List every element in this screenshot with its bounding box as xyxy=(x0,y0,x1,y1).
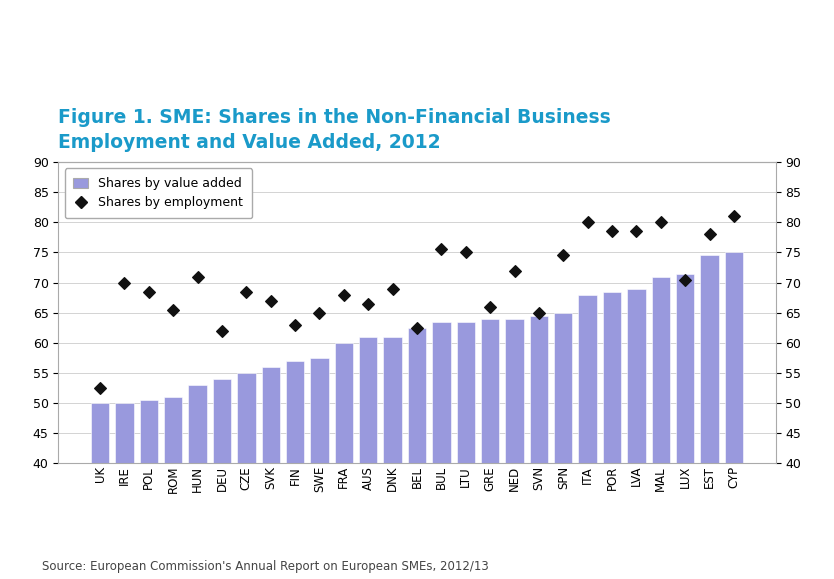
Bar xyxy=(140,400,158,463)
Bar xyxy=(213,379,231,463)
Point xyxy=(264,296,278,305)
Point xyxy=(362,299,375,308)
Point xyxy=(678,275,691,284)
Point xyxy=(239,287,253,296)
Point xyxy=(605,227,619,236)
Point xyxy=(313,308,326,317)
Point xyxy=(410,323,424,332)
Point xyxy=(93,383,107,393)
Point xyxy=(143,287,156,296)
Point xyxy=(289,320,302,329)
Bar xyxy=(237,373,255,463)
Point xyxy=(654,218,667,227)
Bar xyxy=(359,337,378,463)
Bar xyxy=(554,313,572,463)
Point xyxy=(484,302,497,312)
Bar xyxy=(408,328,426,463)
Point xyxy=(703,230,716,239)
Bar xyxy=(481,318,500,463)
Text: Figure 1. SME: Shares in the Non-Financial Business
Employment and Value Added, : Figure 1. SME: Shares in the Non-Financi… xyxy=(58,108,611,152)
Point xyxy=(167,305,180,314)
Bar xyxy=(115,403,133,463)
Point xyxy=(727,212,741,221)
Bar xyxy=(725,252,743,463)
Point xyxy=(508,266,521,275)
Bar xyxy=(334,343,353,463)
Bar xyxy=(603,292,621,463)
Point xyxy=(337,290,350,299)
Point xyxy=(191,272,204,281)
Point xyxy=(581,218,595,227)
Bar xyxy=(164,397,183,463)
Bar xyxy=(579,295,597,463)
Text: Source: European Commission's Annual Report on European SMEs, 2012/13: Source: European Commission's Annual Rep… xyxy=(42,560,489,573)
Bar xyxy=(530,316,548,463)
Point xyxy=(215,326,229,335)
Point xyxy=(532,308,545,317)
Bar xyxy=(456,322,475,463)
Point xyxy=(118,278,131,287)
Bar xyxy=(262,367,280,463)
Bar xyxy=(188,385,207,463)
Bar xyxy=(91,403,109,463)
Point xyxy=(556,251,570,260)
Point xyxy=(630,227,643,236)
Bar xyxy=(310,358,329,463)
Bar xyxy=(701,255,719,463)
Bar xyxy=(651,277,670,463)
Bar xyxy=(627,288,646,463)
Point xyxy=(386,284,399,293)
Bar xyxy=(384,337,402,463)
Point xyxy=(435,245,448,254)
Legend: Shares by value added, Shares by employment: Shares by value added, Shares by employm… xyxy=(64,168,252,218)
Point xyxy=(459,248,472,257)
Bar xyxy=(286,361,304,463)
Bar xyxy=(676,273,694,463)
Bar xyxy=(432,322,450,463)
Bar xyxy=(505,318,524,463)
